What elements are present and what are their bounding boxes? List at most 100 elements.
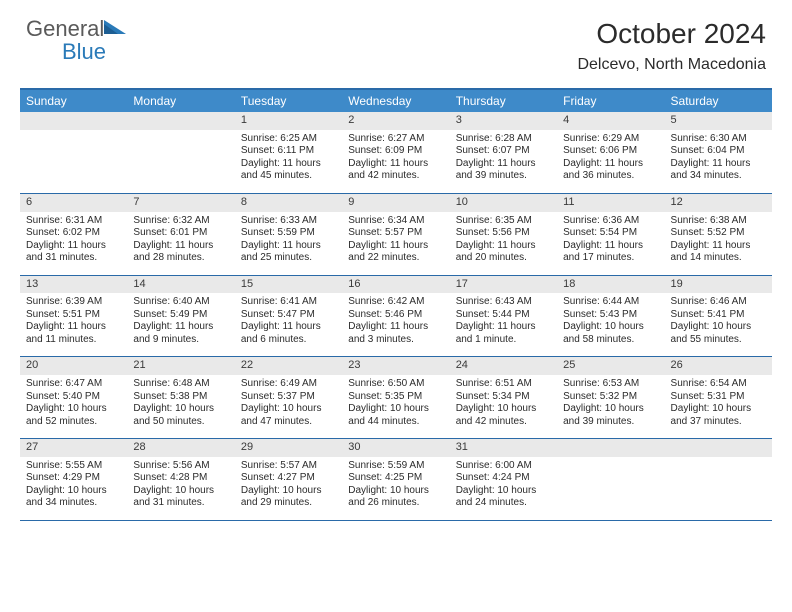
day-body: Sunrise: 6:40 AMSunset: 5:49 PMDaylight:… (127, 293, 234, 356)
sunrise-text: Sunrise: 6:43 AM (456, 296, 551, 309)
day-cell: . (557, 439, 664, 520)
day-number: 21 (127, 357, 234, 375)
daylight-text: Daylight: 10 hours and 50 minutes. (133, 403, 228, 428)
day-cell: 26Sunrise: 6:54 AMSunset: 5:31 PMDayligh… (665, 357, 772, 438)
sunset-text: Sunset: 6:01 PM (133, 227, 228, 240)
day-body: Sunrise: 6:50 AMSunset: 5:35 PMDaylight:… (342, 375, 449, 438)
sunrise-text: Sunrise: 6:35 AM (456, 215, 551, 228)
sunset-text: Sunset: 6:04 PM (671, 145, 766, 158)
day-number: . (20, 112, 127, 130)
week-row: 6Sunrise: 6:31 AMSunset: 6:02 PMDaylight… (20, 194, 772, 276)
day-cell: 20Sunrise: 6:47 AMSunset: 5:40 PMDayligh… (20, 357, 127, 438)
sunset-text: Sunset: 5:44 PM (456, 309, 551, 322)
day-number: 13 (20, 276, 127, 294)
daylight-text: Daylight: 11 hours and 25 minutes. (241, 240, 336, 265)
daylight-text: Daylight: 10 hours and 24 minutes. (456, 485, 551, 510)
day-cell: 3Sunrise: 6:28 AMSunset: 6:07 PMDaylight… (450, 112, 557, 193)
day-number: 29 (235, 439, 342, 457)
day-cell: . (127, 112, 234, 193)
day-body (20, 130, 127, 188)
day-body: Sunrise: 6:47 AMSunset: 5:40 PMDaylight:… (20, 375, 127, 438)
day-number: 22 (235, 357, 342, 375)
day-cell: 2Sunrise: 6:27 AMSunset: 6:09 PMDaylight… (342, 112, 449, 193)
day-cell: 8Sunrise: 6:33 AMSunset: 5:59 PMDaylight… (235, 194, 342, 275)
sunrise-text: Sunrise: 6:30 AM (671, 133, 766, 146)
day-number: 14 (127, 276, 234, 294)
day-number: 6 (20, 194, 127, 212)
day-body: Sunrise: 6:38 AMSunset: 5:52 PMDaylight:… (665, 212, 772, 275)
sunset-text: Sunset: 6:11 PM (241, 145, 336, 158)
sunrise-text: Sunrise: 6:44 AM (563, 296, 658, 309)
day-number: 12 (665, 194, 772, 212)
day-cell: 1Sunrise: 6:25 AMSunset: 6:11 PMDaylight… (235, 112, 342, 193)
dow-header: Thursday (450, 90, 557, 112)
day-body (665, 457, 772, 515)
sunrise-text: Sunrise: 6:51 AM (456, 378, 551, 391)
day-number: 11 (557, 194, 664, 212)
sunrise-text: Sunrise: 6:53 AM (563, 378, 658, 391)
brand-part2: Blue (26, 39, 106, 64)
sunset-text: Sunset: 5:51 PM (26, 309, 121, 322)
day-cell: 22Sunrise: 6:49 AMSunset: 5:37 PMDayligh… (235, 357, 342, 438)
weeks-container: ..1Sunrise: 6:25 AMSunset: 6:11 PMDaylig… (20, 112, 772, 521)
sunrise-text: Sunrise: 6:28 AM (456, 133, 551, 146)
sunrise-text: Sunrise: 6:32 AM (133, 215, 228, 228)
day-cell: 7Sunrise: 6:32 AMSunset: 6:01 PMDaylight… (127, 194, 234, 275)
day-body: Sunrise: 6:51 AMSunset: 5:34 PMDaylight:… (450, 375, 557, 438)
sunrise-text: Sunrise: 6:34 AM (348, 215, 443, 228)
sunset-text: Sunset: 5:43 PM (563, 309, 658, 322)
day-cell: . (665, 439, 772, 520)
sunrise-text: Sunrise: 6:46 AM (671, 296, 766, 309)
daylight-text: Daylight: 10 hours and 58 minutes. (563, 321, 658, 346)
day-body: Sunrise: 6:42 AMSunset: 5:46 PMDaylight:… (342, 293, 449, 356)
sunset-text: Sunset: 4:29 PM (26, 472, 121, 485)
daylight-text: Daylight: 11 hours and 11 minutes. (26, 321, 121, 346)
sunrise-text: Sunrise: 6:42 AM (348, 296, 443, 309)
day-number: 8 (235, 194, 342, 212)
day-cell: 11Sunrise: 6:36 AMSunset: 5:54 PMDayligh… (557, 194, 664, 275)
sunset-text: Sunset: 6:02 PM (26, 227, 121, 240)
day-number: 24 (450, 357, 557, 375)
day-cell: 16Sunrise: 6:42 AMSunset: 5:46 PMDayligh… (342, 276, 449, 357)
title-block: October 2024 Delcevo, North Macedonia (577, 18, 766, 74)
day-number: 15 (235, 276, 342, 294)
day-body: Sunrise: 6:48 AMSunset: 5:38 PMDaylight:… (127, 375, 234, 438)
daylight-text: Daylight: 11 hours and 42 minutes. (348, 158, 443, 183)
sunset-text: Sunset: 4:25 PM (348, 472, 443, 485)
page-header: General Blue October 2024 Delcevo, North… (0, 0, 792, 80)
day-number: 25 (557, 357, 664, 375)
day-body: Sunrise: 6:31 AMSunset: 6:02 PMDaylight:… (20, 212, 127, 275)
day-cell: 6Sunrise: 6:31 AMSunset: 6:02 PMDaylight… (20, 194, 127, 275)
week-row: 20Sunrise: 6:47 AMSunset: 5:40 PMDayligh… (20, 357, 772, 439)
day-body: Sunrise: 6:43 AMSunset: 5:44 PMDaylight:… (450, 293, 557, 356)
day-cell: . (20, 112, 127, 193)
sunset-text: Sunset: 5:41 PM (671, 309, 766, 322)
day-number: 19 (665, 276, 772, 294)
day-number: 30 (342, 439, 449, 457)
brand-part1: General (26, 16, 104, 41)
week-row: ..1Sunrise: 6:25 AMSunset: 6:11 PMDaylig… (20, 112, 772, 194)
day-number: 18 (557, 276, 664, 294)
logo-triangle-icon (104, 18, 126, 39)
day-number: 31 (450, 439, 557, 457)
day-number: 23 (342, 357, 449, 375)
sunrise-text: Sunrise: 6:49 AM (241, 378, 336, 391)
sunset-text: Sunset: 6:06 PM (563, 145, 658, 158)
daylight-text: Daylight: 10 hours and 47 minutes. (241, 403, 336, 428)
daylight-text: Daylight: 11 hours and 39 minutes. (456, 158, 551, 183)
day-body: Sunrise: 5:59 AMSunset: 4:25 PMDaylight:… (342, 457, 449, 520)
sunrise-text: Sunrise: 6:50 AM (348, 378, 443, 391)
day-cell: 21Sunrise: 6:48 AMSunset: 5:38 PMDayligh… (127, 357, 234, 438)
sunset-text: Sunset: 5:52 PM (671, 227, 766, 240)
day-body: Sunrise: 6:33 AMSunset: 5:59 PMDaylight:… (235, 212, 342, 275)
day-cell: 19Sunrise: 6:46 AMSunset: 5:41 PMDayligh… (665, 276, 772, 357)
day-body: Sunrise: 6:32 AMSunset: 6:01 PMDaylight:… (127, 212, 234, 275)
sunrise-text: Sunrise: 5:56 AM (133, 460, 228, 473)
sunrise-text: Sunrise: 6:47 AM (26, 378, 121, 391)
day-number: 7 (127, 194, 234, 212)
day-number: . (557, 439, 664, 457)
day-cell: 28Sunrise: 5:56 AMSunset: 4:28 PMDayligh… (127, 439, 234, 520)
sunrise-text: Sunrise: 5:59 AM (348, 460, 443, 473)
day-body: Sunrise: 5:56 AMSunset: 4:28 PMDaylight:… (127, 457, 234, 520)
sunset-text: Sunset: 6:07 PM (456, 145, 551, 158)
